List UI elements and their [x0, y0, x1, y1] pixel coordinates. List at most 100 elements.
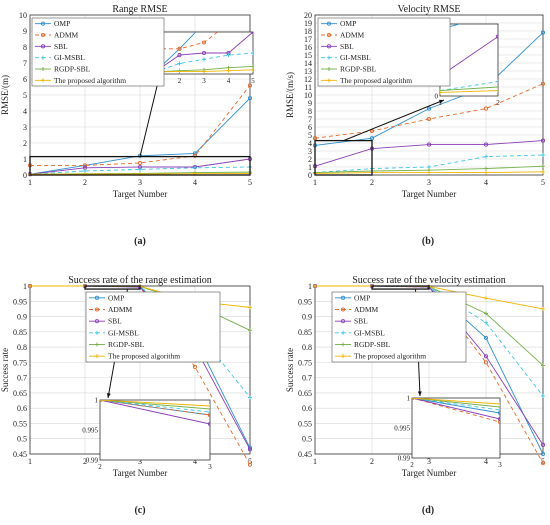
- inset-frame: [99, 399, 211, 461]
- legend-label: OMP: [108, 293, 124, 302]
- inset-data-point: [251, 67, 253, 72]
- y-tick-label: 0.75: [13, 358, 27, 367]
- y-tick-label: 7: [308, 115, 312, 124]
- x-tick-label: 3: [138, 178, 142, 187]
- data-point: [248, 328, 252, 333]
- y-tick-label: 0.65: [298, 389, 312, 398]
- inset-data-point: [250, 32, 253, 35]
- y-tick-label: 8: [23, 43, 27, 52]
- inset-data-point: [496, 85, 498, 89]
- y-tick-label: 17: [304, 35, 312, 44]
- y-tick-label: 10: [19, 11, 27, 20]
- x-tick-label: 4: [484, 178, 488, 187]
- legend-label: RGDP-SBL: [108, 340, 145, 349]
- y-tick-label: 6: [308, 123, 312, 132]
- panel-caption: (b): [422, 236, 434, 247]
- y-tick-label: 0.65: [13, 389, 27, 398]
- legend-label: RGDP-SBL: [354, 340, 391, 349]
- inset-data-point: [177, 69, 182, 74]
- inset-series-line: [440, 81, 498, 92]
- zoom-arrow: [343, 99, 445, 142]
- inset-data-point: [226, 68, 231, 73]
- data-point: [313, 284, 317, 288]
- legend-label: The proposed algorithm: [340, 76, 412, 85]
- inset-data-point: [440, 90, 442, 95]
- inset-data-point: [201, 50, 207, 56]
- data-point: [137, 160, 143, 166]
- legend-marker: [40, 44, 46, 49]
- legend: OMP ADMM SBL GI-MSBL RGDP-SBL The proposed al…: [85, 291, 221, 363]
- y-tick-label: 0.7: [17, 374, 27, 383]
- legend-label: The proposed algorithm: [108, 352, 180, 361]
- data-point: [484, 154, 488, 159]
- legend-label: The proposed algorithm: [54, 76, 126, 85]
- y-tick-label: 2: [308, 155, 312, 164]
- data-point: [248, 305, 252, 310]
- legend: OMP ADMM SBL GI-MSBL RGDP-SBL The proposed al…: [31, 17, 165, 87]
- y-tick-label: 8: [308, 107, 312, 116]
- data-point: [192, 364, 198, 369]
- inset-data-point: [208, 410, 210, 414]
- inset-series: [100, 400, 210, 427]
- y-tick-label: 6: [23, 75, 27, 84]
- inset-data-point: [251, 51, 253, 55]
- y-tick-label: 14: [304, 59, 312, 68]
- inset-data-point: [227, 16, 230, 19]
- legend-marker: [94, 295, 100, 300]
- inset-data-point: [497, 416, 500, 422]
- inset-data-point: [202, 22, 205, 25]
- legend-marker: [327, 55, 331, 60]
- data-point: [484, 166, 488, 171]
- data-point: [484, 311, 488, 316]
- legend-marker: [341, 330, 345, 335]
- zoom-arrow-head: [106, 393, 111, 398]
- y-tick-label: 2: [23, 139, 27, 148]
- series-line: [314, 140, 544, 167]
- y-tick-label: 0.45: [298, 450, 312, 459]
- data-point: [541, 393, 545, 398]
- y-tick-label: 20: [304, 11, 312, 20]
- zoom-inset: 2 3 0.99 0.995 1: [82, 397, 212, 472]
- legend-marker: [340, 295, 346, 300]
- y-tick-label: 0.5: [17, 435, 27, 444]
- data-point: [541, 164, 545, 169]
- inset-data-point: [498, 402, 500, 406]
- legend-marker: [340, 307, 346, 312]
- y-tick-label: 18: [304, 27, 312, 36]
- y-tick-label: 0.45: [13, 450, 27, 459]
- data-point: [541, 153, 545, 157]
- data-point: [247, 445, 253, 450]
- y-tick-label: 5: [308, 131, 312, 140]
- y-tick-label: 0.85: [13, 328, 27, 337]
- y-tick-label: 1: [23, 155, 27, 164]
- inset-y-tick-label: 0.995: [394, 425, 410, 433]
- data-point: [483, 142, 489, 147]
- inset-data-point: [496, 12, 499, 15]
- inset-series-line: [100, 400, 210, 425]
- inset-y-tick-label: 1: [407, 395, 411, 403]
- legend-label: ADMM: [54, 31, 79, 40]
- y-tick-label: 0.75: [298, 358, 312, 367]
- inset-data-point: [202, 69, 206, 74]
- x-tick-label: 3: [427, 178, 431, 187]
- data-point: [540, 442, 546, 447]
- y-tick-label: 1: [23, 282, 27, 291]
- x-tick-label: 1: [313, 178, 317, 187]
- x-tick-label: 4: [484, 457, 488, 466]
- inset-x-tick-label: 2: [178, 77, 182, 85]
- y-axis-label: Success rate: [285, 348, 295, 392]
- x-tick-label: 1: [313, 457, 317, 466]
- x-tick-label: 5: [248, 457, 252, 466]
- inset-frame: [411, 397, 501, 459]
- x-tick-label: 2: [83, 457, 87, 466]
- y-tick-label: 0: [308, 171, 312, 180]
- inset-data-point: [440, 88, 442, 93]
- y-tick-label: 13: [304, 67, 312, 76]
- inset-x-tick-label: 2: [410, 461, 414, 469]
- zoom-inset: 2 3 0.99 0.995 1: [394, 395, 502, 470]
- inset-data-point: [207, 421, 210, 427]
- legend-marker: [326, 21, 332, 26]
- data-point: [247, 462, 253, 467]
- y-tick-label: 0.9: [302, 313, 312, 322]
- panel-caption: (d): [422, 505, 434, 516]
